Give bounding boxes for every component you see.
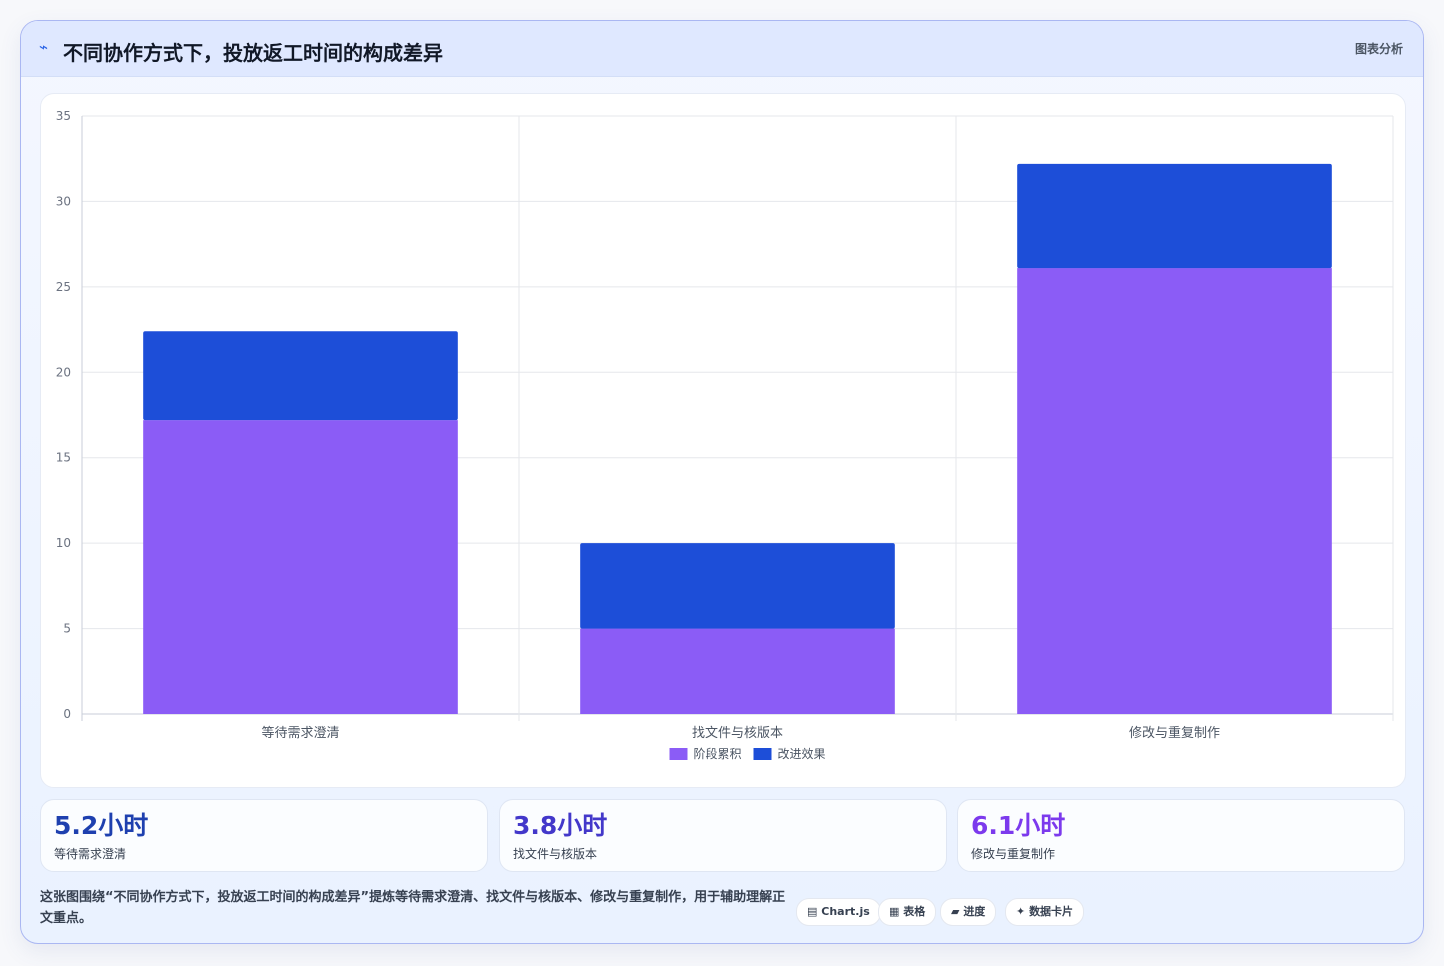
stat-card-files: 3.8小时 找文件与核版本 — [499, 799, 947, 872]
stat-cards: 5.2小时 等待需求澄清 3.8小时 找文件与核版本 6.1小时 修改与重复制作 — [40, 799, 1406, 872]
bar-stage-total — [1017, 268, 1332, 714]
bar-stage-total — [580, 628, 895, 714]
legend-label: 阶段累积 — [694, 746, 742, 761]
bar-improvement — [580, 543, 895, 629]
y-tick-label: 5 — [63, 622, 71, 636]
chip-progress[interactable]: ▰ 进度 — [940, 898, 997, 926]
bar-stage-total — [143, 420, 458, 714]
stat-card-revision: 6.1小时 修改与重复制作 — [957, 799, 1405, 872]
chip-label: 数据卡片 — [1029, 905, 1074, 918]
legend-label: 改进效果 — [778, 746, 826, 761]
x-tick-label: 修改与重复制作 — [1129, 725, 1220, 741]
chip-table[interactable]: ▦ 表格 — [878, 898, 937, 926]
stat-value: 6.1小时 — [971, 811, 1066, 840]
stat-value: 5.2小时 — [54, 811, 149, 840]
y-tick-label: 15 — [56, 451, 71, 465]
summary-text: 这张图围绕“不同协作方式下，投放返工时间的构成差异”提炼等待需求澄清、找文件与核… — [40, 890, 786, 926]
chart-card: ⌁ 不同协作方式下，投放返工时间的构成差异 图表分析 0 5 10 15 20 25 30 3… — [20, 20, 1424, 944]
progress-icon: ▰ — [951, 905, 960, 918]
chip-label: 表格 — [903, 905, 926, 918]
stat-value: 3.8小时 — [513, 811, 608, 840]
y-tick-label: 30 — [56, 194, 71, 208]
stat-label: 修改与重复制作 — [971, 847, 1056, 861]
table-icon: ▦ — [889, 905, 900, 918]
stat-card-waiting: 5.2小时 等待需求澄清 — [40, 799, 488, 872]
bar-improvement — [143, 331, 458, 421]
y-tick-label: 35 — [56, 109, 71, 123]
y-tick-label: 0 — [63, 707, 71, 721]
y-tick-label: 10 — [56, 536, 71, 550]
legend-swatch — [669, 748, 688, 760]
legend-swatch — [753, 748, 772, 760]
stat-label: 找文件与核版本 — [513, 847, 598, 861]
chip-label: Chart.js — [821, 905, 870, 918]
x-tick-label: 等待需求澄清 — [261, 725, 339, 741]
chip-label: 进度 — [963, 905, 986, 918]
y-tick-label: 25 — [56, 280, 71, 294]
x-tick-label: 找文件与核版本 — [692, 726, 783, 741]
chart-icon: ▤ — [807, 905, 818, 918]
stat-label: 等待需求澄清 — [54, 847, 127, 861]
chart-panel: 0 5 10 15 20 25 30 35 等待需求澄清 找文件与核版本 修改与重复制作阶段累积 改进… — [40, 93, 1406, 788]
page-title: 不同协作方式下，投放返工时间的构成差异 — [63, 41, 443, 65]
chart-line-icon: ⌁ — [39, 38, 49, 56]
y-tick-label: 20 — [56, 365, 71, 379]
chip-data-card[interactable]: ✦ 数据卡片 — [1005, 898, 1085, 926]
card-header: ⌁ 不同协作方式下，投放返工时间的构成差异 图表分析 — [21, 21, 1423, 77]
chart-analysis-tag: 图表分析 — [1354, 42, 1403, 56]
chip-chartjs[interactable]: ▤ Chart.js — [796, 898, 881, 926]
bar-improvement — [1017, 163, 1332, 269]
sparkle-icon: ✦ — [1016, 905, 1026, 918]
